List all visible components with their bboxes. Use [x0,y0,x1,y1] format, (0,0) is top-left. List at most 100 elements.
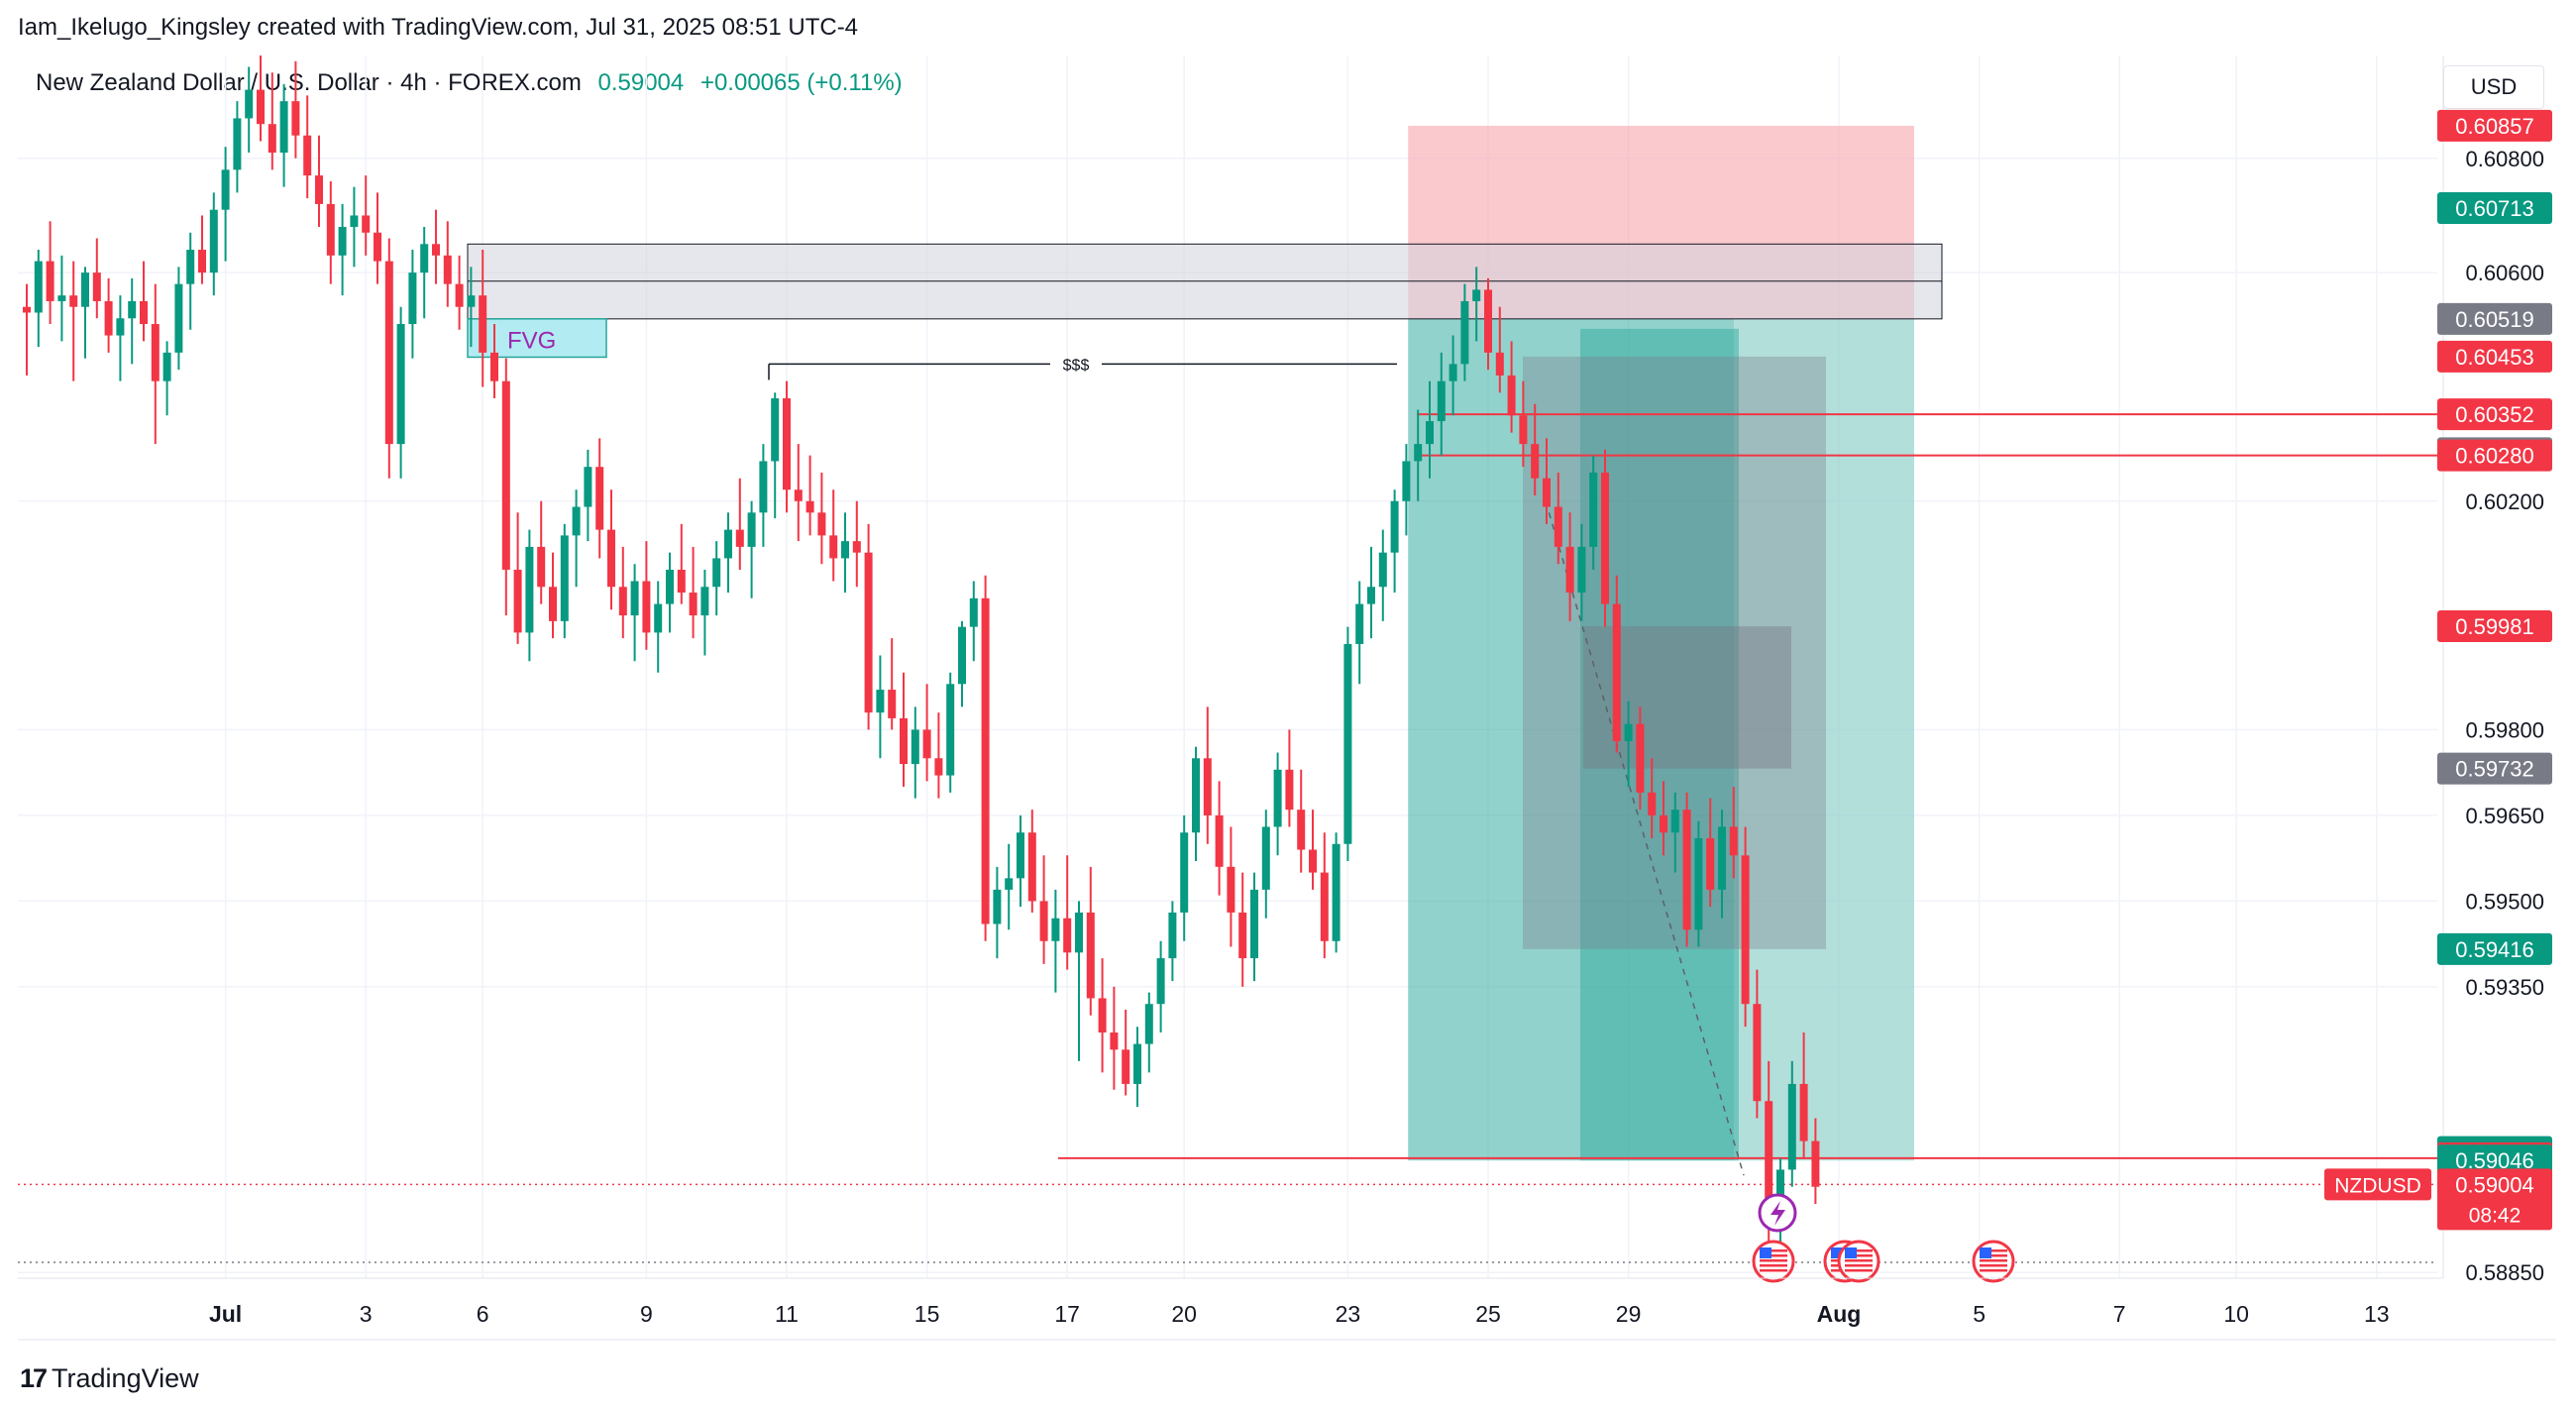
symbol-info[interactable]: New Zealand Dollar / U.S. Dollar · 4h · … [36,69,903,97]
candle [642,541,651,650]
candle-body [618,587,627,616]
price-label[interactable]: 0.60519 [2437,302,2552,335]
trade-zones[interactable]: FVG $$$ [467,125,1943,1161]
candle [420,226,429,319]
candle [560,523,569,639]
price-label-bg [2437,752,2552,785]
candle-body [595,467,604,530]
candle [1156,940,1165,1033]
us-flag-icon[interactable] [1837,1240,1880,1283]
candle-body [1624,723,1633,741]
candle-body [303,135,312,176]
price-label-bg [2437,610,2552,643]
price-label[interactable]: 0.60857 [2437,109,2552,142]
candle [362,175,371,256]
candle-body [1660,814,1667,833]
candle-body [1682,810,1691,930]
candle [1753,969,1762,1119]
candle [1180,814,1189,941]
candle [876,655,885,759]
candle-body [1495,352,1504,376]
price-tick-label: 0.60800 [2465,147,2544,171]
candle-body [1063,918,1072,953]
price-tick-label: 0.60200 [2465,489,2544,514]
candle [81,267,89,359]
candle-body [537,546,546,588]
candle [1285,729,1294,827]
price-label[interactable]: 0.59732 [2437,752,2552,785]
candle-body [888,690,897,718]
candle [783,380,791,513]
projection-area[interactable] [1734,318,1914,1161]
time-tick-label: Jul [209,1301,242,1327]
candle-body [993,889,1002,924]
candle-body [1531,444,1540,479]
candle-body [1027,832,1036,902]
candle-body [1636,723,1645,793]
candle [1729,787,1738,879]
candle-body [23,306,31,313]
candle-body [864,552,873,713]
time-tick-label: Aug [1817,1301,1862,1327]
candle-body [338,226,347,256]
price-label-bg [2437,109,2552,142]
candle-body [432,244,440,256]
time-axis[interactable]: 26Jul36911151720232529Aug571013 [0,1277,2556,1341]
price-label-text: 0.60280 [2455,444,2534,469]
candle [677,523,686,604]
event-markers[interactable] [1752,1193,2015,1283]
candle [408,250,417,359]
candle [1343,626,1352,862]
candle [1192,746,1200,862]
price-label-text: 0.59732 [2455,757,2534,782]
price-label[interactable]: 0.59416 [2437,932,2552,965]
candle [1612,575,1621,753]
price-label[interactable]: 0.59981 [2437,610,2552,643]
candle-body [1472,289,1481,301]
flag-stripe [1980,1249,2007,1252]
horizontal-lines[interactable] [18,413,2443,1263]
candle-body [584,467,592,507]
take-profit-zone[interactable] [1408,318,1914,1161]
time-tick-label: 9 [640,1301,653,1327]
candle [1636,706,1645,811]
candle-body [1051,918,1060,941]
us-flag-icon[interactable] [1752,1240,1795,1283]
currency-button[interactable]: USD [2443,65,2544,109]
candle-body [1718,826,1726,890]
symbol-tag[interactable]: NZDUSD [2324,1168,2431,1201]
candle-body [1133,1043,1141,1084]
take-profit-inner-zone[interactable] [1580,328,1739,1161]
fvg-box[interactable] [467,318,607,359]
us-flag-icon[interactable] [1972,1240,2015,1283]
candle [1531,403,1540,496]
price-label-bg [2437,302,2552,335]
price-axis[interactable]: 0.60800 0.60600 0.60200 0.59800 0.59650 0.595… [2324,0,2576,1285]
candle-body [911,729,919,765]
time-tick-label: 11 [775,1301,799,1327]
candle-body [677,569,686,594]
candle [549,552,557,639]
candle [537,500,546,604]
flag-stripe [1760,1269,1787,1272]
price-label[interactable]: 0.60352 [2437,398,2552,431]
candle-body [443,255,452,284]
symbol-description[interactable]: New Zealand Dollar / U.S. Dollar · 4h · … [36,69,582,96]
liquidity-label: $$$ [1063,357,1090,374]
candle-body [1309,849,1317,873]
flag-canton [1980,1247,1991,1258]
candle-body [151,324,160,381]
candle [1086,866,1095,1016]
tradingview-logo[interactable]: 17 TradingView [20,1363,199,1394]
candle-body [1612,603,1621,741]
lightning-icon[interactable] [1758,1193,1797,1233]
candle-body [350,215,359,227]
price-label[interactable]: 0.60453 [2437,340,2552,373]
price-label[interactable]: 0.60713 [2437,191,2552,224]
candle [23,283,31,376]
price-label[interactable]: 0.60280 [2437,439,2552,472]
candle [1811,1118,1820,1205]
last-price-label[interactable]: 0.59004 08:42 [2437,1168,2552,1231]
candle [279,83,288,187]
